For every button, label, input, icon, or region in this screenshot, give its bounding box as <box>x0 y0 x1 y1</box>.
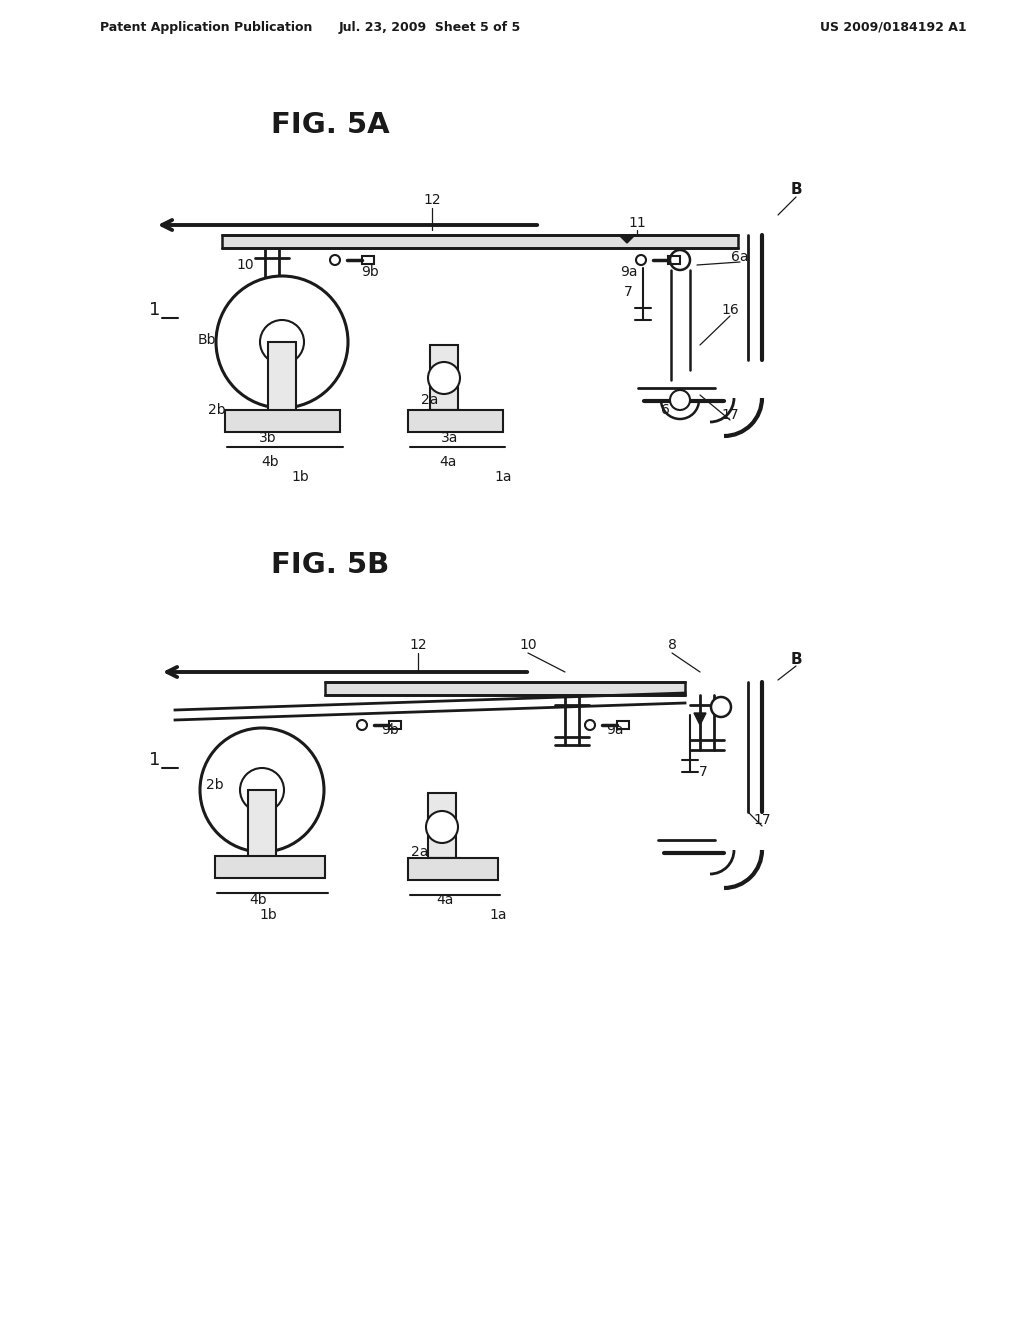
Circle shape <box>585 719 595 730</box>
Circle shape <box>636 255 646 265</box>
Text: 6a: 6a <box>731 249 749 264</box>
Text: 11: 11 <box>628 216 646 230</box>
Text: FIG. 5B: FIG. 5B <box>271 550 389 579</box>
Bar <box>617 721 629 729</box>
Text: 4a: 4a <box>436 894 454 907</box>
Text: 4b: 4b <box>261 455 279 469</box>
Bar <box>222 235 738 248</box>
Text: 2a: 2a <box>412 845 429 859</box>
Bar <box>428 858 460 873</box>
Text: 3a: 3a <box>441 432 459 445</box>
Text: 9a: 9a <box>621 265 638 279</box>
Circle shape <box>670 249 690 271</box>
Text: 1b: 1b <box>259 908 276 921</box>
Text: 10: 10 <box>519 638 537 652</box>
Text: 4a: 4a <box>439 455 457 469</box>
Text: 2b: 2b <box>206 777 224 792</box>
Bar <box>430 345 458 411</box>
Circle shape <box>428 362 460 393</box>
Circle shape <box>200 729 324 851</box>
Text: 1b: 1b <box>291 470 309 484</box>
Text: 2b: 2b <box>208 403 226 417</box>
Text: 7: 7 <box>698 766 708 779</box>
Text: 1a: 1a <box>489 908 507 921</box>
Text: 1a: 1a <box>495 470 512 484</box>
Circle shape <box>711 697 731 717</box>
Text: FIG. 5A: FIG. 5A <box>270 111 389 139</box>
Text: 17: 17 <box>754 813 771 828</box>
Bar <box>389 721 401 729</box>
Text: US 2009/0184192 A1: US 2009/0184192 A1 <box>820 21 967 33</box>
Bar <box>428 793 456 858</box>
Circle shape <box>670 389 690 411</box>
Polygon shape <box>618 235 635 243</box>
Text: 12: 12 <box>423 193 440 207</box>
Bar <box>428 411 460 425</box>
Bar <box>408 858 498 880</box>
Text: 3b: 3b <box>259 432 276 445</box>
Text: 7: 7 <box>624 285 633 300</box>
Text: 1: 1 <box>150 751 161 770</box>
Bar <box>325 682 685 696</box>
Text: Patent Application Publication: Patent Application Publication <box>100 21 312 33</box>
Text: 6: 6 <box>660 403 670 417</box>
Bar <box>215 855 325 878</box>
Circle shape <box>240 768 284 812</box>
Circle shape <box>216 276 348 408</box>
Circle shape <box>330 255 340 265</box>
Text: 2a: 2a <box>421 393 438 407</box>
Text: Jul. 23, 2009  Sheet 5 of 5: Jul. 23, 2009 Sheet 5 of 5 <box>339 21 521 33</box>
Text: 1: 1 <box>150 301 161 319</box>
Text: 8: 8 <box>668 638 677 652</box>
Text: 9a: 9a <box>606 723 624 737</box>
Bar <box>225 411 340 432</box>
Text: 9b: 9b <box>381 723 399 737</box>
Circle shape <box>260 319 304 364</box>
Bar <box>248 789 276 857</box>
Bar <box>408 411 503 432</box>
Text: 9b: 9b <box>361 265 379 279</box>
Circle shape <box>426 810 458 843</box>
Text: 17: 17 <box>721 408 738 422</box>
Bar <box>362 256 374 264</box>
Text: 4b: 4b <box>249 894 267 907</box>
Polygon shape <box>694 713 706 725</box>
Text: Bb: Bb <box>198 333 216 347</box>
Text: 12: 12 <box>410 638 427 652</box>
Text: B: B <box>791 182 802 198</box>
Text: B: B <box>791 652 802 668</box>
Text: 10: 10 <box>237 257 254 272</box>
Bar <box>268 342 296 412</box>
Text: 16: 16 <box>721 304 739 317</box>
Circle shape <box>357 719 367 730</box>
Bar <box>668 256 680 264</box>
